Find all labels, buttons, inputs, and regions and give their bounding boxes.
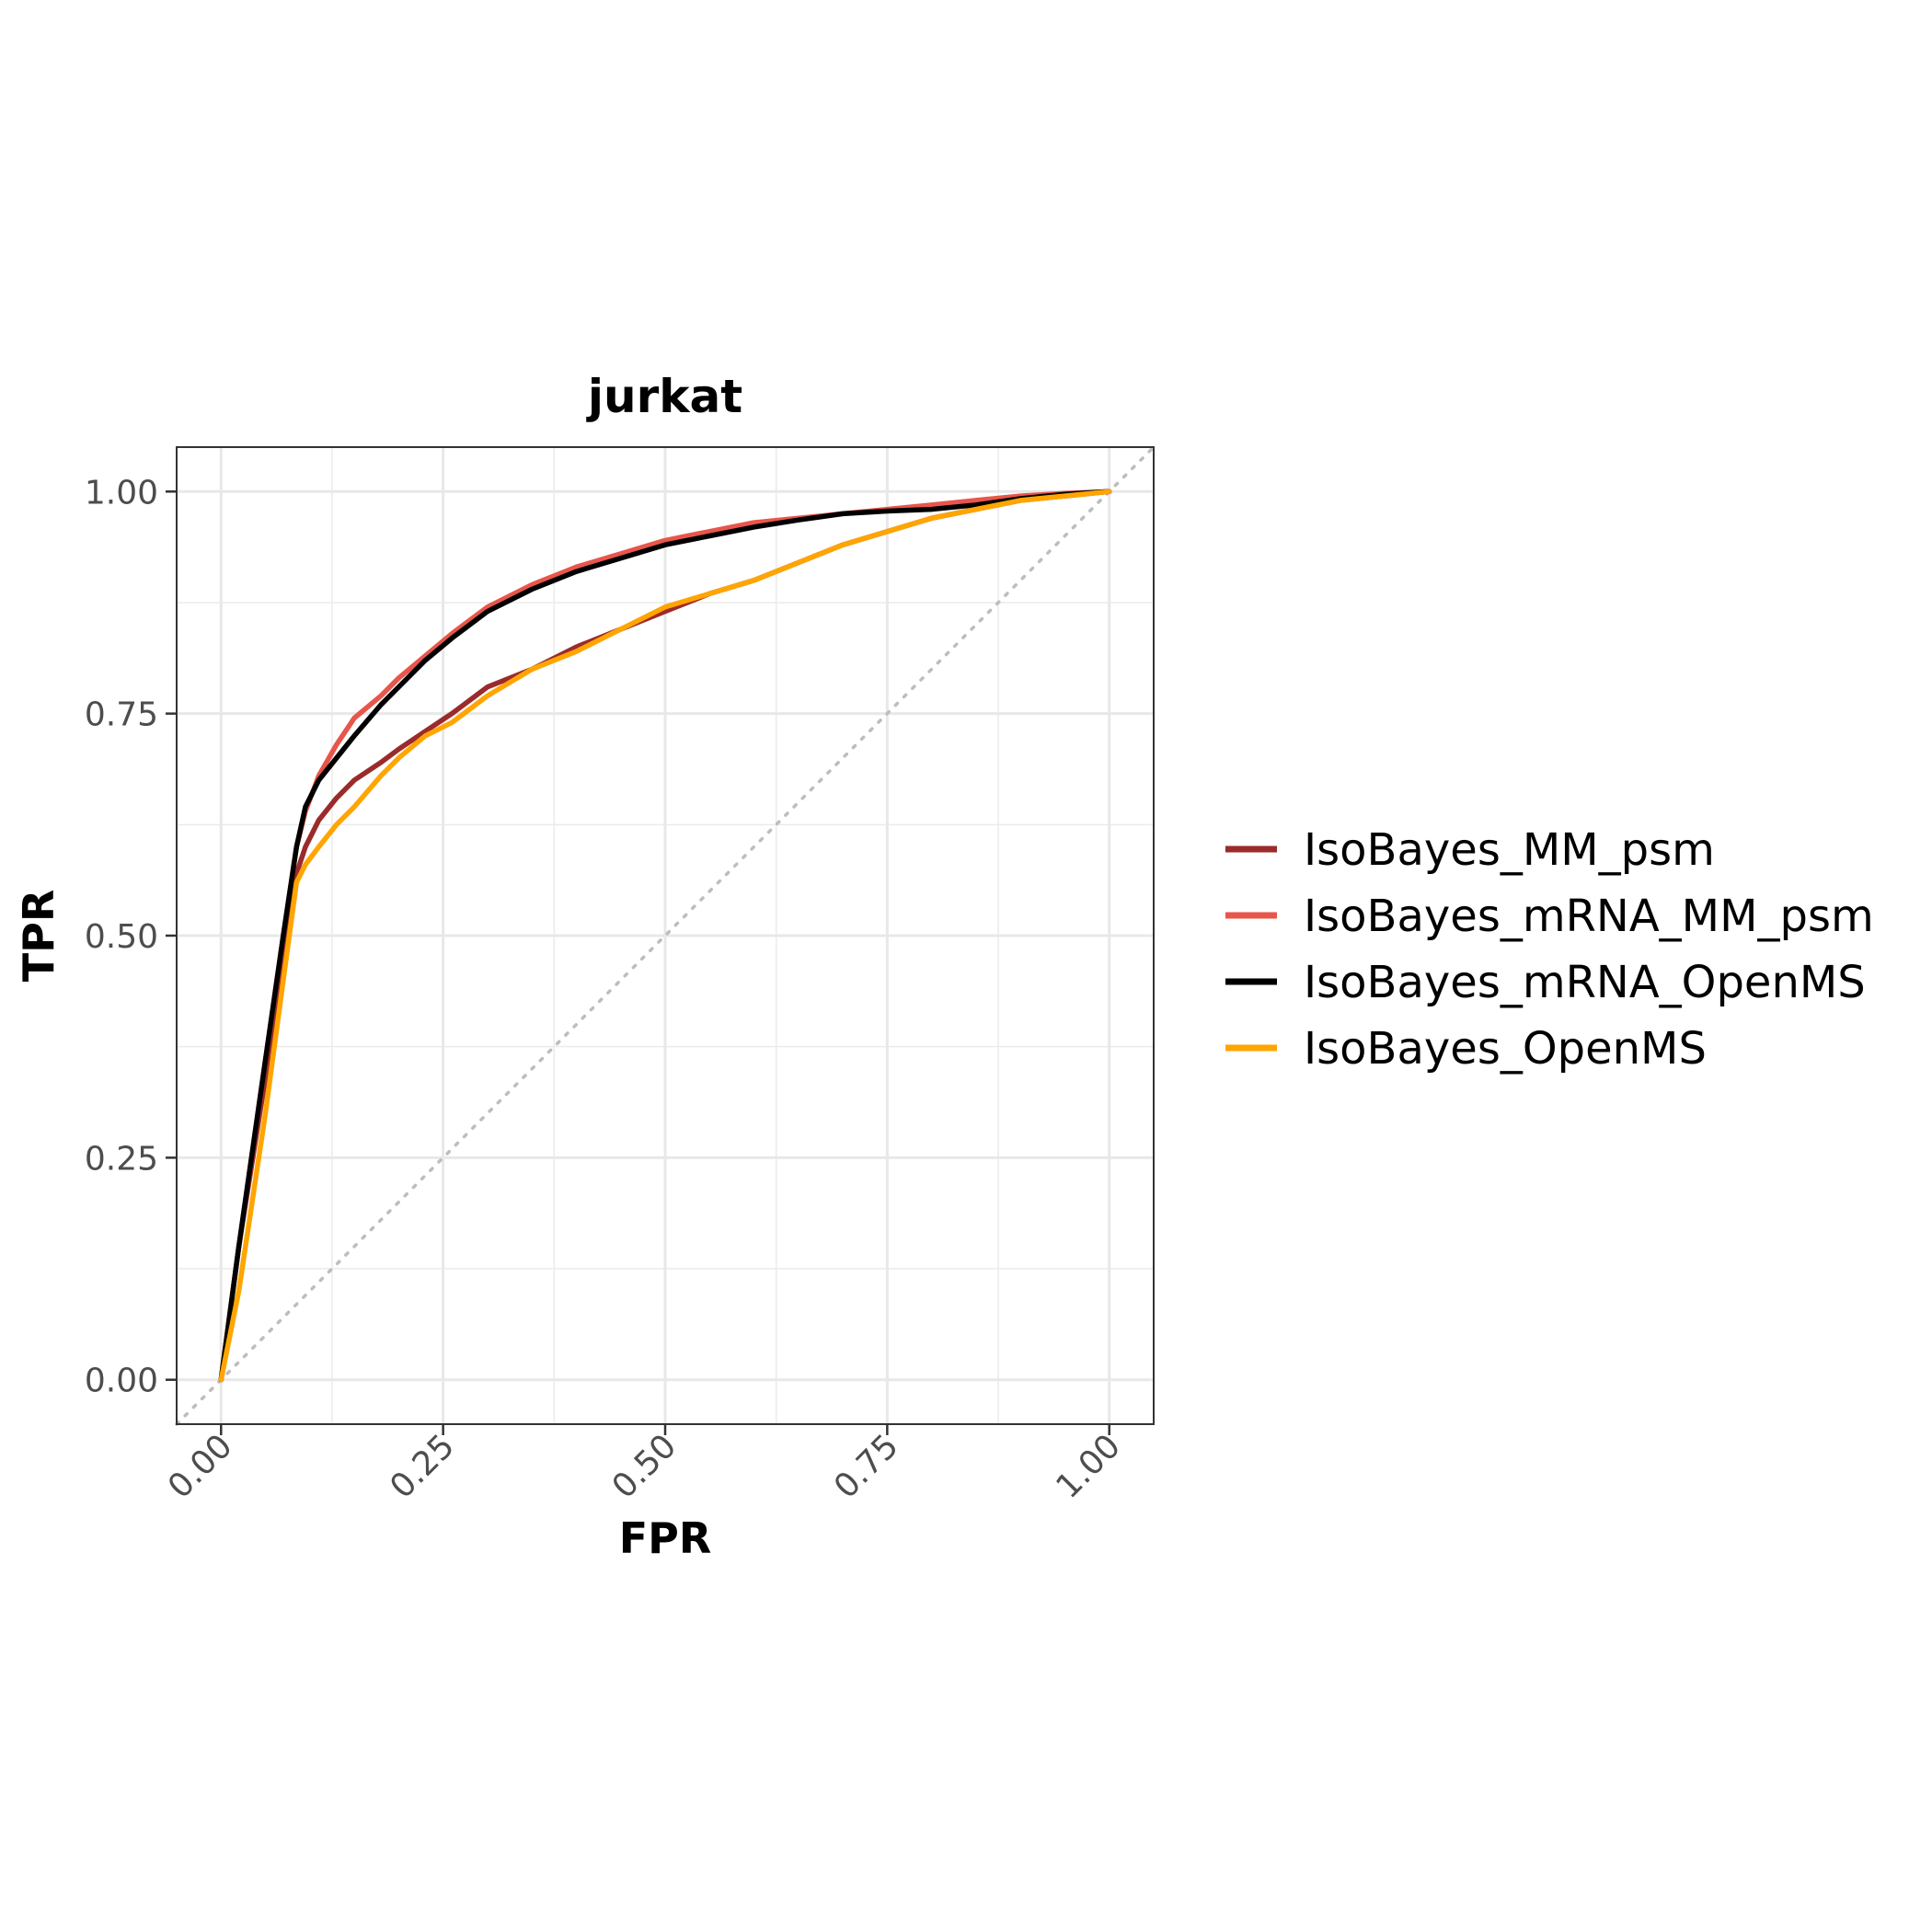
x-tick-label: 0.00 — [161, 1427, 240, 1506]
y-axis-title: TPR — [14, 890, 63, 983]
chart-title: jurkat — [586, 370, 742, 423]
x-tick-label: 1.00 — [1049, 1427, 1128, 1506]
x-tick-label: 0.75 — [827, 1427, 906, 1506]
y-tick-label: 0.25 — [85, 1140, 158, 1178]
y-tick-label: 1.00 — [85, 474, 158, 512]
y-tick-label: 0.50 — [85, 918, 158, 956]
y-tick-label: 0.00 — [85, 1363, 158, 1400]
legend-label: IsoBayes_mRNA_MM_psm — [1304, 891, 1874, 942]
series-line-isobayes-openms — [218, 489, 1112, 1383]
legend: IsoBayes_MM_psm IsoBayes_mRNA_MM_psm IsoBa… — [1225, 824, 1874, 1075]
diagonal-line — [175, 445, 1156, 1426]
legend-label: IsoBayes_OpenMS — [1304, 1023, 1707, 1075]
x-tick-label: 0.50 — [605, 1427, 684, 1506]
reference-diagonal — [175, 445, 1156, 1426]
y-tick-label: 0.75 — [85, 696, 158, 734]
series-line-isobayes-mrna-openms — [218, 489, 1112, 1383]
legend-label: IsoBayes_mRNA_OpenMS — [1304, 957, 1866, 1008]
series-lines — [218, 489, 1112, 1383]
x-axis-title: FPR — [619, 1513, 712, 1563]
legend-label: IsoBayes_MM_psm — [1304, 824, 1715, 876]
x-tick-label: 0.25 — [383, 1427, 462, 1506]
